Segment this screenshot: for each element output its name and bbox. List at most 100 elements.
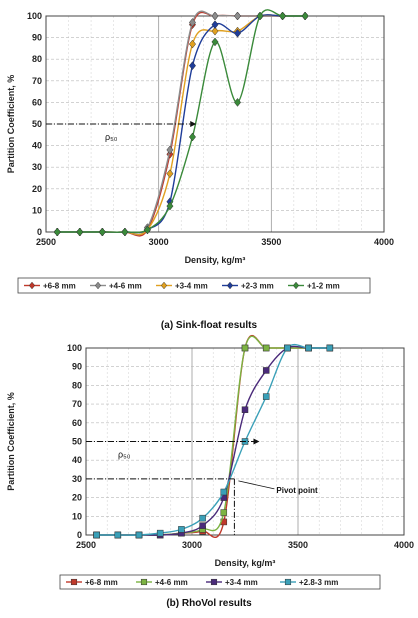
legend-label: +6-8 mm: [43, 282, 76, 291]
rho50-label: ρ₅₀: [105, 132, 118, 142]
legend-label: +4-6 mm: [109, 282, 142, 291]
legend: +6-8 mm +4-6 mm +3-4 mm +2-3 mm +1-2 mm: [17, 277, 371, 294]
rho50-label: ρ₅₀: [118, 450, 131, 460]
legend-box: [17, 277, 371, 294]
y-tick-label: 100: [67, 343, 82, 353]
legend-label: +2.8-3 mm: [299, 578, 338, 587]
y-tick-label: 50: [72, 437, 82, 447]
x-tick-label: 3000: [149, 237, 169, 247]
y-tick-label: 70: [72, 399, 82, 409]
data-point: [114, 531, 122, 539]
legend-label: +3-4 mm: [225, 578, 258, 587]
legend-item: +4-6 mm: [136, 578, 188, 587]
chart-caption: (b) RhoVol results: [166, 598, 252, 609]
data-point: [76, 227, 84, 237]
series-+1-2 mm: [53, 9, 309, 237]
legend-label: +6-8 mm: [85, 578, 118, 587]
data-point: [188, 18, 196, 27]
y-tick-label: 50: [32, 119, 42, 129]
data-point: [143, 225, 151, 235]
x-tick-label: 2500: [76, 540, 96, 550]
data-point: [326, 344, 334, 352]
legend-item: +3-4 mm: [206, 578, 258, 587]
legend-marker: [226, 281, 234, 290]
data-point: [166, 169, 174, 179]
chart-caption: (a) Sink-float results: [161, 320, 258, 331]
data-point: [199, 514, 206, 522]
data-point: [211, 20, 219, 30]
legend-item: +1-2 mm: [288, 282, 340, 291]
grid: [45, 15, 385, 233]
data-point: [166, 201, 174, 211]
x-tick-label: 3500: [261, 237, 281, 247]
legend: +6-8 mm +4-6 mm +3-4 mm +2.8-3 mm: [59, 574, 381, 590]
data-point: [262, 393, 270, 400]
legend-marker: [140, 578, 148, 586]
chart-rhovol: 2500 3000 3500 4000 0 10 20 30 40 50 60 70 80 90 100 D…: [6, 334, 414, 609]
y-tick-label: 90: [32, 33, 42, 43]
legend-item: +6-8 mm: [24, 282, 76, 291]
data-point: [262, 344, 270, 352]
legend-marker: [284, 578, 292, 586]
data-point: [234, 11, 242, 21]
data-point: [234, 97, 242, 107]
data-point: [234, 28, 242, 38]
y-tick-label: 10: [72, 511, 82, 521]
data-point: [241, 344, 249, 352]
y-tick-label: 20: [72, 493, 82, 503]
data-point: [178, 526, 185, 533]
legend-label: +3-4 mm: [175, 282, 208, 291]
y-tick-label: 70: [32, 76, 42, 86]
data-point: [211, 11, 219, 21]
rho50-annotation: ρ₅₀ Pivot point: [86, 438, 318, 535]
x-tick-label: 3500: [288, 540, 308, 550]
y-tick-label: 40: [32, 141, 42, 151]
data-point: [256, 11, 264, 21]
data-point: [211, 37, 219, 47]
data-point: [188, 39, 196, 49]
y-tick-label: 30: [72, 474, 82, 484]
x-tick-label: 2500: [36, 237, 56, 247]
data-point: [121, 227, 129, 237]
data-point: [199, 522, 206, 529]
data-point: [305, 344, 312, 352]
legend-item: +3-4 mm: [156, 282, 208, 291]
rho50-arrowhead: [253, 438, 260, 445]
legend-item: +6-8 mm: [66, 578, 118, 587]
data-point: [98, 227, 106, 237]
data-point: [188, 61, 196, 71]
y-axis-title: Partition Coefficient, %: [6, 392, 16, 491]
data-point: [93, 531, 100, 539]
x-axis-title: Density, kg/m³: [185, 255, 246, 265]
data-point: [211, 26, 219, 36]
data-point: [156, 529, 164, 537]
x-tick-label: 3000: [182, 540, 202, 550]
pivot-label: Pivot point: [276, 486, 318, 495]
y-tick-label: 80: [72, 380, 82, 390]
y-tick-label: 30: [32, 162, 42, 172]
data-point: [241, 406, 249, 413]
legend-label: +2-3 mm: [241, 282, 274, 291]
y-tick-label: 0: [77, 530, 82, 540]
legend-label: +4-6 mm: [155, 578, 188, 587]
data-point: [284, 344, 291, 352]
y-tick-label: 90: [72, 362, 82, 372]
legend-marker: [28, 281, 36, 290]
data-point: [166, 145, 174, 155]
x-tick-label: 4000: [394, 540, 414, 550]
pivot-pointer: [238, 480, 275, 490]
y-tick-label: 20: [32, 184, 42, 194]
y-tick-label: 0: [37, 227, 42, 237]
plot-area: [53, 9, 309, 237]
y-tick-label: 40: [72, 455, 82, 465]
data-point: [279, 11, 287, 21]
y-tick-label: 100: [27, 11, 42, 21]
x-tick-label: 4000: [374, 237, 394, 247]
data-point: [262, 367, 270, 374]
chart-sink-float: 2500 3000 3500 4000 0 10 20 30 40 50 60 70 80 90 100 D…: [6, 9, 394, 331]
rho50-annotation: ρ₅₀: [46, 121, 197, 142]
y-tick-label: 10: [32, 205, 42, 215]
y-tick-label: 60: [32, 97, 42, 107]
legend-item: +2.8-3 mm: [280, 578, 338, 587]
